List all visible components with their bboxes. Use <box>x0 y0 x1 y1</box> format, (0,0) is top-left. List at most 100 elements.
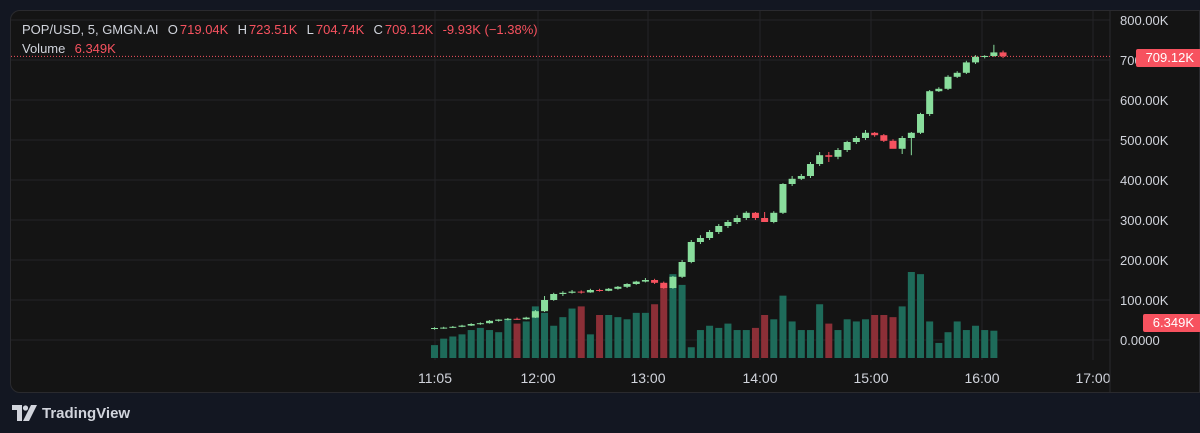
volume-bar <box>871 315 879 358</box>
volume-bar <box>596 315 604 358</box>
price-tick-label: 400.00K <box>1120 173 1169 188</box>
volume-bar <box>541 312 549 358</box>
low-value: 704.74K <box>315 22 365 37</box>
candle-body <box>825 155 833 157</box>
price-tick-label: 100.00K <box>1120 293 1169 308</box>
candle-body <box>715 226 723 232</box>
candle-body <box>962 62 970 73</box>
candle-body <box>742 212 750 218</box>
brand-label: TradingView <box>42 404 131 422</box>
candle-body <box>605 288 613 291</box>
price-tick-label: 300.00K <box>1120 213 1169 228</box>
volume-value: 6.349K <box>74 41 116 56</box>
volume-bar <box>486 330 494 358</box>
candle-body <box>541 300 549 312</box>
candle-body <box>779 184 787 213</box>
symbol-label[interactable]: POP/USD, 5, GMGN.AI <box>22 22 159 37</box>
candle-body <box>999 52 1007 57</box>
price-tick-label: 0.0000 <box>1120 333 1160 348</box>
candle-body <box>926 91 934 114</box>
candle-body <box>504 318 512 320</box>
volume-bar <box>816 304 824 358</box>
volume-label[interactable]: Volume <box>22 41 66 56</box>
close-label: C <box>373 22 383 37</box>
candle-body <box>696 238 704 242</box>
volume-bar <box>944 332 952 358</box>
volume-bar <box>907 272 915 358</box>
candle-body <box>440 327 448 329</box>
time-tick-label: 16:00 <box>964 370 999 386</box>
volume-bar <box>440 338 448 358</box>
candle-body <box>486 320 494 324</box>
high-value: 723.51K <box>248 22 298 37</box>
candle-body <box>706 232 714 238</box>
candle-body <box>770 212 778 222</box>
volume-bar <box>953 321 961 358</box>
candle-body <box>623 284 631 287</box>
candle-body <box>816 155 824 164</box>
volume-bar <box>751 327 759 358</box>
volume-bar <box>852 321 860 358</box>
time-tick-label: 12:00 <box>520 370 555 386</box>
open-value: 719.04K <box>179 22 229 37</box>
candle-body <box>614 286 622 289</box>
candle-body <box>476 323 484 325</box>
volume-bar <box>431 345 438 358</box>
volume-bar <box>632 312 640 358</box>
volume-bar <box>779 295 787 358</box>
volume-bar <box>623 319 631 358</box>
candle-body <box>596 290 604 291</box>
candle-body <box>641 280 649 282</box>
candle-body <box>467 324 475 326</box>
volume-bar <box>770 319 778 358</box>
candle-body <box>944 76 952 89</box>
volume-bar <box>660 284 668 358</box>
price-tick-label: 800.00K <box>1120 13 1169 28</box>
candle-body <box>843 142 851 150</box>
high-label: H <box>237 22 247 37</box>
candle-body <box>431 328 438 329</box>
candle-body <box>898 138 906 149</box>
volume-bar <box>880 315 888 358</box>
time-tick-label: 15:00 <box>853 370 888 386</box>
volume-bar <box>843 319 851 358</box>
candle-body <box>568 291 576 293</box>
volume-bar <box>990 330 998 358</box>
volume-bar <box>761 315 769 358</box>
volume-bar <box>834 330 842 358</box>
volume-bar <box>651 304 659 358</box>
volume-bar <box>577 306 585 358</box>
time-tick-label: 13:00 <box>630 370 665 386</box>
volume-bar <box>559 317 567 358</box>
volume-bar <box>733 330 741 358</box>
candle-body <box>834 150 842 157</box>
candle-body <box>687 242 695 262</box>
chart-frame <box>10 10 1200 393</box>
candle-body <box>513 318 521 320</box>
volume-bar <box>742 330 750 358</box>
candle-body <box>724 222 732 226</box>
candle-body <box>935 88 943 92</box>
volume-bar <box>917 274 925 358</box>
volume-bar <box>458 334 466 358</box>
candle-body <box>797 176 805 179</box>
volume-bar <box>696 330 704 358</box>
time-tick-label: 11:05 <box>418 370 452 386</box>
candle-body <box>678 262 686 277</box>
open-label: O <box>167 22 178 37</box>
volume-bar <box>706 325 714 358</box>
candle-body <box>972 56 980 63</box>
volume-bar <box>522 321 530 358</box>
time-tick-label: 14:00 <box>742 370 777 386</box>
footer[interactable]: TradingView <box>12 402 130 424</box>
candle-body <box>751 212 759 218</box>
volume-bar <box>568 308 576 358</box>
volume-bar <box>669 274 677 358</box>
volume-bar <box>476 327 484 358</box>
volume-bar <box>687 347 695 358</box>
volume-bar <box>449 336 457 358</box>
volume-bar <box>678 284 686 358</box>
candle-body <box>669 276 677 288</box>
